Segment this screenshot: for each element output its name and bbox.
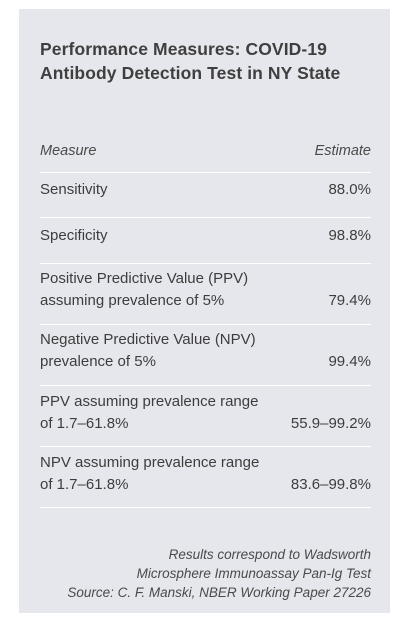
estimate-value: 98.8% xyxy=(328,227,371,244)
measure-label: Specificity xyxy=(40,227,108,244)
measure-label: NPV assuming prevalence range of 1.7–61.… xyxy=(40,454,260,493)
table-row: Specificity 98.8% xyxy=(40,223,371,247)
table-row: NPV assuming prevalence range of 1.7–61.… xyxy=(40,450,371,496)
measure-label: Negative Predictive Value (NPV) prevalen… xyxy=(40,331,256,370)
source-note-line-2: Microsphere Immunoassay Pan-Ig Test xyxy=(136,566,371,581)
estimate-column-header: Estimate xyxy=(314,143,371,159)
card-title-line-2: Antibody Detection Test in NY State xyxy=(40,63,341,83)
row-divider xyxy=(40,446,371,447)
info-card: Performance Measures: COVID-19 Antibody … xyxy=(19,9,390,613)
source-note-line-3: Source: C. F. Manski, NBER Working Paper… xyxy=(67,585,371,600)
measure-label: PPV assuming prevalence range of 1.7–61.… xyxy=(40,393,259,432)
measure-label: Sensitivity xyxy=(40,181,108,198)
table-row: Negative Predictive Value (NPV) prevalen… xyxy=(40,327,371,373)
row-divider xyxy=(40,217,371,218)
table-header: Measure Estimate xyxy=(40,143,371,163)
source-note-line-1: Results correspond to Wadsworth xyxy=(168,547,371,562)
estimate-value: 79.4% xyxy=(328,292,371,309)
measure-column-header: Measure xyxy=(40,143,97,159)
measure-label: Positive Predictive Value (PPV) assuming… xyxy=(40,270,249,309)
row-divider xyxy=(40,263,371,264)
source-note: Results correspond to Wadsworth Microsph… xyxy=(41,545,371,602)
row-divider xyxy=(40,507,371,508)
estimate-value: 99.4% xyxy=(328,353,371,370)
estimate-value: 55.9–99.2% xyxy=(290,415,371,432)
card-title: Performance Measures: COVID-19 Antibody … xyxy=(40,37,380,85)
estimate-value: 88.0% xyxy=(328,181,371,198)
table-row: Sensitivity 88.0% xyxy=(40,177,371,201)
table-row: Positive Predictive Value (PPV) assuming… xyxy=(40,266,371,312)
row-divider xyxy=(40,324,371,325)
header-divider xyxy=(40,172,371,173)
estimate-value: 83.6–99.8% xyxy=(290,476,371,493)
row-divider xyxy=(40,385,371,386)
card-title-line-1: Performance Measures: COVID-19 xyxy=(40,39,327,59)
table-row: PPV assuming prevalence range of 1.7–61.… xyxy=(40,389,371,435)
